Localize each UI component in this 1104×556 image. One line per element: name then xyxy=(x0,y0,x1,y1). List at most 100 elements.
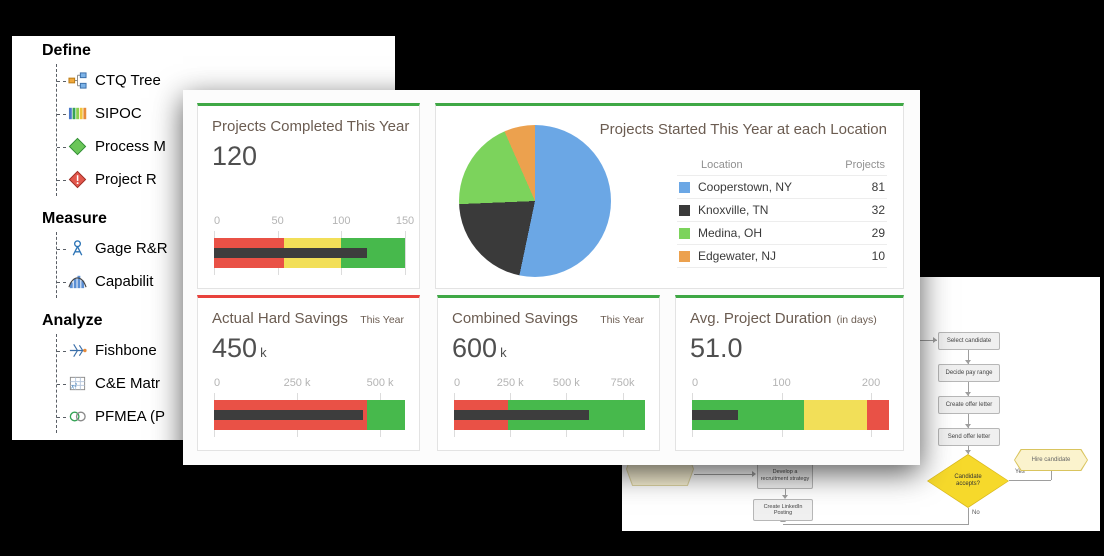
pie-legend: Location Projects Cooperstown, NY 81 Kno… xyxy=(677,159,887,268)
flow-connector xyxy=(783,524,969,525)
ce-matrix-icon: x² xyxy=(67,374,87,394)
toolbox-item-label: PFMEA (P xyxy=(95,408,166,425)
bullet-chart-actual-hard-savings: 0 250 k 500 k xyxy=(214,377,405,437)
section-heading-analyze: Analyze xyxy=(42,312,103,329)
legend-value: 29 xyxy=(871,226,885,240)
bullet-zone xyxy=(866,400,889,430)
axis-tick-label: 150 xyxy=(395,215,415,227)
card-avg-project-duration: Avg. Project Duration (in days) 51.0 0 10… xyxy=(675,295,904,451)
bullet-band xyxy=(214,231,406,275)
card-value: 600 k xyxy=(452,333,507,363)
capability-icon xyxy=(67,272,87,292)
bullet-value-bar xyxy=(214,410,364,420)
bullet-axis: 0 250 k 500 k xyxy=(214,377,405,391)
legend-location: Knoxville, TN xyxy=(698,203,769,217)
legend-header: Location Projects xyxy=(677,159,887,176)
tree-items-define: CTQ Tree SIPOC xyxy=(56,64,395,196)
axis-tick-label: 200 xyxy=(861,377,881,389)
axis-tick-label: 50 xyxy=(271,215,284,227)
bullet-chart-projects-completed: 0 50 100 150 xyxy=(214,215,414,275)
section-heading-measure: Measure xyxy=(42,210,107,227)
arrowhead xyxy=(965,424,971,428)
card-projects-by-location: Projects Started This Year at each Locat… xyxy=(435,103,904,289)
legend-value: 81 xyxy=(871,180,885,194)
bullet-chart-combined-savings: 0 250 k 500 k 750k xyxy=(454,377,645,437)
arrowhead xyxy=(933,337,937,343)
axis-tick-label: 500 k xyxy=(366,377,394,389)
flow-decision-candidate-accepts[interactable]: Candidate accepts? xyxy=(927,454,1009,508)
toolbox-item-label: CTQ Tree xyxy=(95,72,161,89)
flow-step-decide-pay-range[interactable]: Decide pay range xyxy=(938,364,1000,382)
card-value: 51.0 xyxy=(690,333,743,363)
arrowhead xyxy=(752,471,756,477)
axis-tick-label: 0 xyxy=(454,377,461,389)
bullet-band xyxy=(214,393,405,437)
card-title: Projects Started This Year at each Locat… xyxy=(599,121,887,138)
flow-step-create-linkedin-posting[interactable]: Create LinkedIn Posting xyxy=(753,499,813,521)
card-title: Avg. Project Duration (in days) xyxy=(690,310,877,327)
flow-connector xyxy=(968,382,969,396)
ctq-tree-icon xyxy=(67,71,87,91)
axis-tick-label: 100 xyxy=(332,215,351,227)
toolbox-item-label: Capabilit xyxy=(95,273,154,290)
project-risk-icon xyxy=(67,170,87,190)
toolbox-item-process-map[interactable]: Process M xyxy=(57,130,395,163)
flow-step-select-candidate[interactable]: Select candidate xyxy=(938,332,1000,350)
axis-tick-label: 100 xyxy=(772,377,791,389)
flow-outcome-hire-candidate[interactable]: Hire candidate xyxy=(1014,449,1088,471)
flow-connector xyxy=(968,508,969,525)
gage-rr-icon xyxy=(67,239,87,259)
legend-color-swatch xyxy=(679,204,690,216)
toolbox-section-define: Define CTQ Tree xyxy=(42,42,395,196)
toolbox-item-label: C&E Matr xyxy=(95,375,161,392)
toolbox-item-ce-matrix[interactable]: x² C&E Matr xyxy=(57,367,395,400)
flow-step-send-offer-letter[interactable]: Send offer letter xyxy=(938,428,1000,446)
toolbox-item-ctq-tree[interactable]: CTQ Tree xyxy=(57,64,395,97)
toolbox-item-gage-rr[interactable]: Gage R&R xyxy=(57,232,395,265)
axis-tick-label: 500 k xyxy=(552,377,580,389)
bullet-zone xyxy=(803,400,867,430)
flow-step-create-offer-letter[interactable]: Create offer letter xyxy=(938,396,1000,414)
bullet-zone xyxy=(366,400,405,430)
card-value: 450 k xyxy=(212,333,267,363)
card-title: Combined Savings This Year xyxy=(452,310,644,327)
card-title: Actual Hard Savings This Year xyxy=(212,310,404,327)
toolbox-item-project-risk[interactable]: Project R xyxy=(57,163,395,196)
tree-items-measure: Gage R&R Capabilit xyxy=(56,232,395,298)
section-heading-define: Define xyxy=(42,42,91,59)
flow-connector xyxy=(968,350,969,364)
flow-step-develop-recruitment-strategy[interactable]: Develop a recruitment strategy xyxy=(757,462,813,489)
toolbox-section-measure: Measure Gage R&R xyxy=(42,210,395,298)
legend-header-location: Location xyxy=(701,159,743,171)
legend-location: Edgewater, NJ xyxy=(698,249,777,263)
card-actual-hard-savings: Actual Hard Savings This Year 450 k 0 250 … xyxy=(197,295,420,451)
bullet-chart-avg-project-duration: 0 100 200 xyxy=(692,377,889,437)
card-subtitle: (in days) xyxy=(836,314,877,326)
toolbox-item-capability[interactable]: Capabilit xyxy=(57,265,395,298)
card-title: Projects Completed This Year xyxy=(212,118,410,135)
pie-chart xyxy=(459,125,611,277)
toolbox-item-sipoc[interactable]: SIPOC xyxy=(57,97,395,130)
card-combined-savings: Combined Savings This Year 600 k 0 250 k 50… xyxy=(437,295,660,451)
bullet-axis: 0 50 100 150 xyxy=(214,215,414,229)
flow-connector xyxy=(694,474,752,475)
bullet-value-bar xyxy=(454,410,589,420)
legend-row: Cooperstown, NY 81 xyxy=(677,176,887,199)
legend-color-swatch xyxy=(679,227,690,239)
axis-tick-label: 250 k xyxy=(496,377,524,389)
toolbox-item-fishbone[interactable]: Fishbone xyxy=(57,334,395,367)
sipoc-icon xyxy=(67,104,87,124)
toolbox-item-label: Process M xyxy=(95,138,166,155)
card-value: 120 xyxy=(212,141,258,171)
bullet-value-bar xyxy=(214,248,367,258)
legend-row: Medina, OH 29 xyxy=(677,222,887,245)
card-subtitle: This Year xyxy=(360,314,404,326)
flow-connector xyxy=(910,340,937,341)
toolbox-item-label: Gage R&R xyxy=(95,240,168,257)
card-subtitle: This Year xyxy=(600,314,644,326)
arrowhead xyxy=(782,495,788,499)
toolbox-item-pfmea[interactable]: PFMEA (P xyxy=(57,400,395,433)
bullet-value-bar xyxy=(692,410,738,420)
legend-row: Knoxville, TN 32 xyxy=(677,199,887,222)
